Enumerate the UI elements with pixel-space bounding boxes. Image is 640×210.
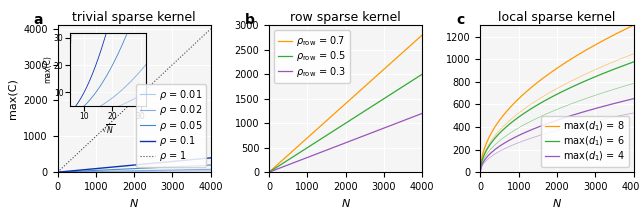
Title: local sparse kernel: local sparse kernel (499, 11, 616, 24)
Legend: $\rho_\mathrm{row}$ = 0.7, $\rho_\mathrm{row}$ = 0.5, $\rho_\mathrm{row}$ = 0.3: $\rho_\mathrm{row}$ = 0.7, $\rho_\mathrm… (274, 30, 350, 83)
Text: a: a (33, 13, 43, 28)
X-axis label: $N$: $N$ (129, 197, 140, 210)
Legend: max($d_1$) = 8, max($d_1$) = 6, max($d_1$) = 4: max($d_1$) = 8, max($d_1$) = 6, max($d_1… (541, 116, 628, 167)
X-axis label: $N$: $N$ (552, 197, 562, 210)
Y-axis label: max(C): max(C) (8, 78, 18, 119)
X-axis label: $N$: $N$ (340, 197, 351, 210)
Legend: $\rho$ = 0.01, $\rho$ = 0.02, $\rho$ = 0.05, $\rho$ = 0.1, $\rho$ = 1: $\rho$ = 0.01, $\rho$ = 0.02, $\rho$ = 0… (136, 84, 206, 167)
Title: trivial sparse kernel: trivial sparse kernel (72, 11, 196, 24)
Text: c: c (456, 13, 464, 28)
Title: row sparse kernel: row sparse kernel (290, 11, 401, 24)
Text: b: b (244, 13, 254, 28)
